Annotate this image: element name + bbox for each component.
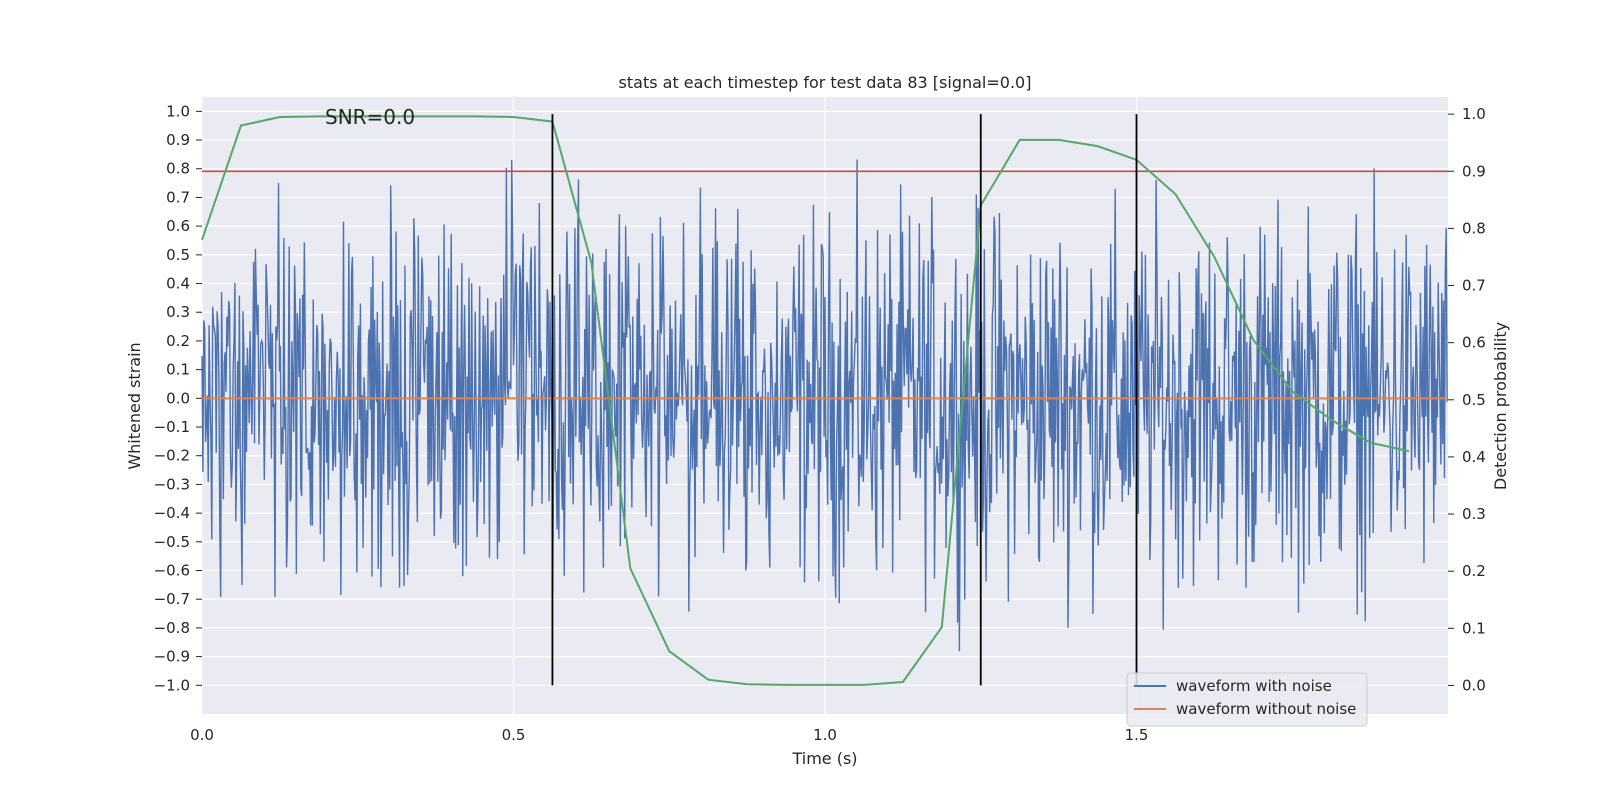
x-tick-label-2: 1.0 <box>813 726 837 744</box>
y2-tick-label-3: 0.7 <box>1462 277 1486 295</box>
y-tick-label-12: −0.2 <box>154 447 190 465</box>
x-tick-label-3: 1.5 <box>1125 726 1149 744</box>
y2-tick-label-5: 0.5 <box>1462 391 1486 409</box>
snr-annotation: SNR=0.0 <box>325 105 415 129</box>
y2-tick-label-2: 0.8 <box>1462 219 1486 237</box>
y-tick-label-15: −0.5 <box>154 533 190 551</box>
y2-tick-label-1: 0.9 <box>1462 162 1486 180</box>
x-tick-label-1: 0.5 <box>502 726 526 744</box>
y2-tick-label-8: 0.2 <box>1462 562 1486 580</box>
x-tick-label-0: 0.0 <box>190 726 214 744</box>
y-tick-label-16: −0.6 <box>154 562 190 580</box>
y-tick-label-13: −0.3 <box>154 475 190 493</box>
y2-tick-label-4: 0.6 <box>1462 334 1486 352</box>
x-axis-ticks: 0.0 0.5 1.0 1.5 <box>190 726 1148 744</box>
y2-tick-label-10: 0.0 <box>1462 676 1486 694</box>
y-tick-label-14: −0.4 <box>154 504 190 522</box>
y-tick-label-4: 0.6 <box>166 217 190 235</box>
chart-title: stats at each timestep for test data 83 … <box>619 73 1032 92</box>
y-tick-label-5: 0.5 <box>166 246 190 264</box>
x-axis-label: Time (s) <box>791 749 857 768</box>
y-tick-label-3: 0.7 <box>166 188 190 206</box>
y-tick-label-6: 0.4 <box>166 275 190 293</box>
y-tick-label-7: 0.3 <box>166 303 190 321</box>
y-tick-label-9: 0.1 <box>166 361 190 379</box>
y2-axis-ticks: 1.0 0.9 0.8 0.7 0.6 0.5 0.4 0.3 0.2 0.1 0.0 <box>1448 105 1486 694</box>
y-tick-label-2: 0.8 <box>166 160 190 178</box>
y2-tick-label-0: 1.0 <box>1462 105 1486 123</box>
y-axis-label: Whitened strain <box>125 342 144 469</box>
legend: waveform with noise waveform without noi… <box>1126 672 1368 727</box>
y2-axis-label: Detection probability <box>1491 322 1510 490</box>
y-tick-label-17: −0.7 <box>154 590 190 608</box>
noise-waveform-line <box>201 159 1449 652</box>
y-axis-ticks: 1.0 0.9 0.8 0.7 0.6 0.5 0.4 0.3 0.2 0.1 0.0 −0.1 −0.… <box>154 102 202 694</box>
legend-label-clean: waveform without noise <box>1176 700 1356 718</box>
probability-line <box>201 115 1410 686</box>
y-tick-label-0: 1.0 <box>166 102 190 120</box>
y2-tick-label-9: 0.1 <box>1462 619 1486 637</box>
y-tick-label-20: −1.0 <box>154 676 190 694</box>
y2-tick-label-6: 0.4 <box>1462 448 1486 466</box>
waveform-with-noise-series <box>201 159 1449 652</box>
vertical-markers <box>551 114 1138 686</box>
y2-tick-label-7: 0.3 <box>1462 505 1486 523</box>
y-tick-label-8: 0.2 <box>166 332 190 350</box>
y-tick-label-1: 0.9 <box>166 131 190 149</box>
legend-label-noise: waveform with noise <box>1176 677 1332 695</box>
legend-box <box>1126 672 1368 727</box>
y-tick-label-11: −0.1 <box>154 418 190 436</box>
y-tick-label-10: 0.0 <box>166 389 190 407</box>
y-tick-label-19: −0.9 <box>154 648 190 666</box>
y-tick-label-18: −0.8 <box>154 619 190 637</box>
detection-probability-series <box>201 115 1410 686</box>
